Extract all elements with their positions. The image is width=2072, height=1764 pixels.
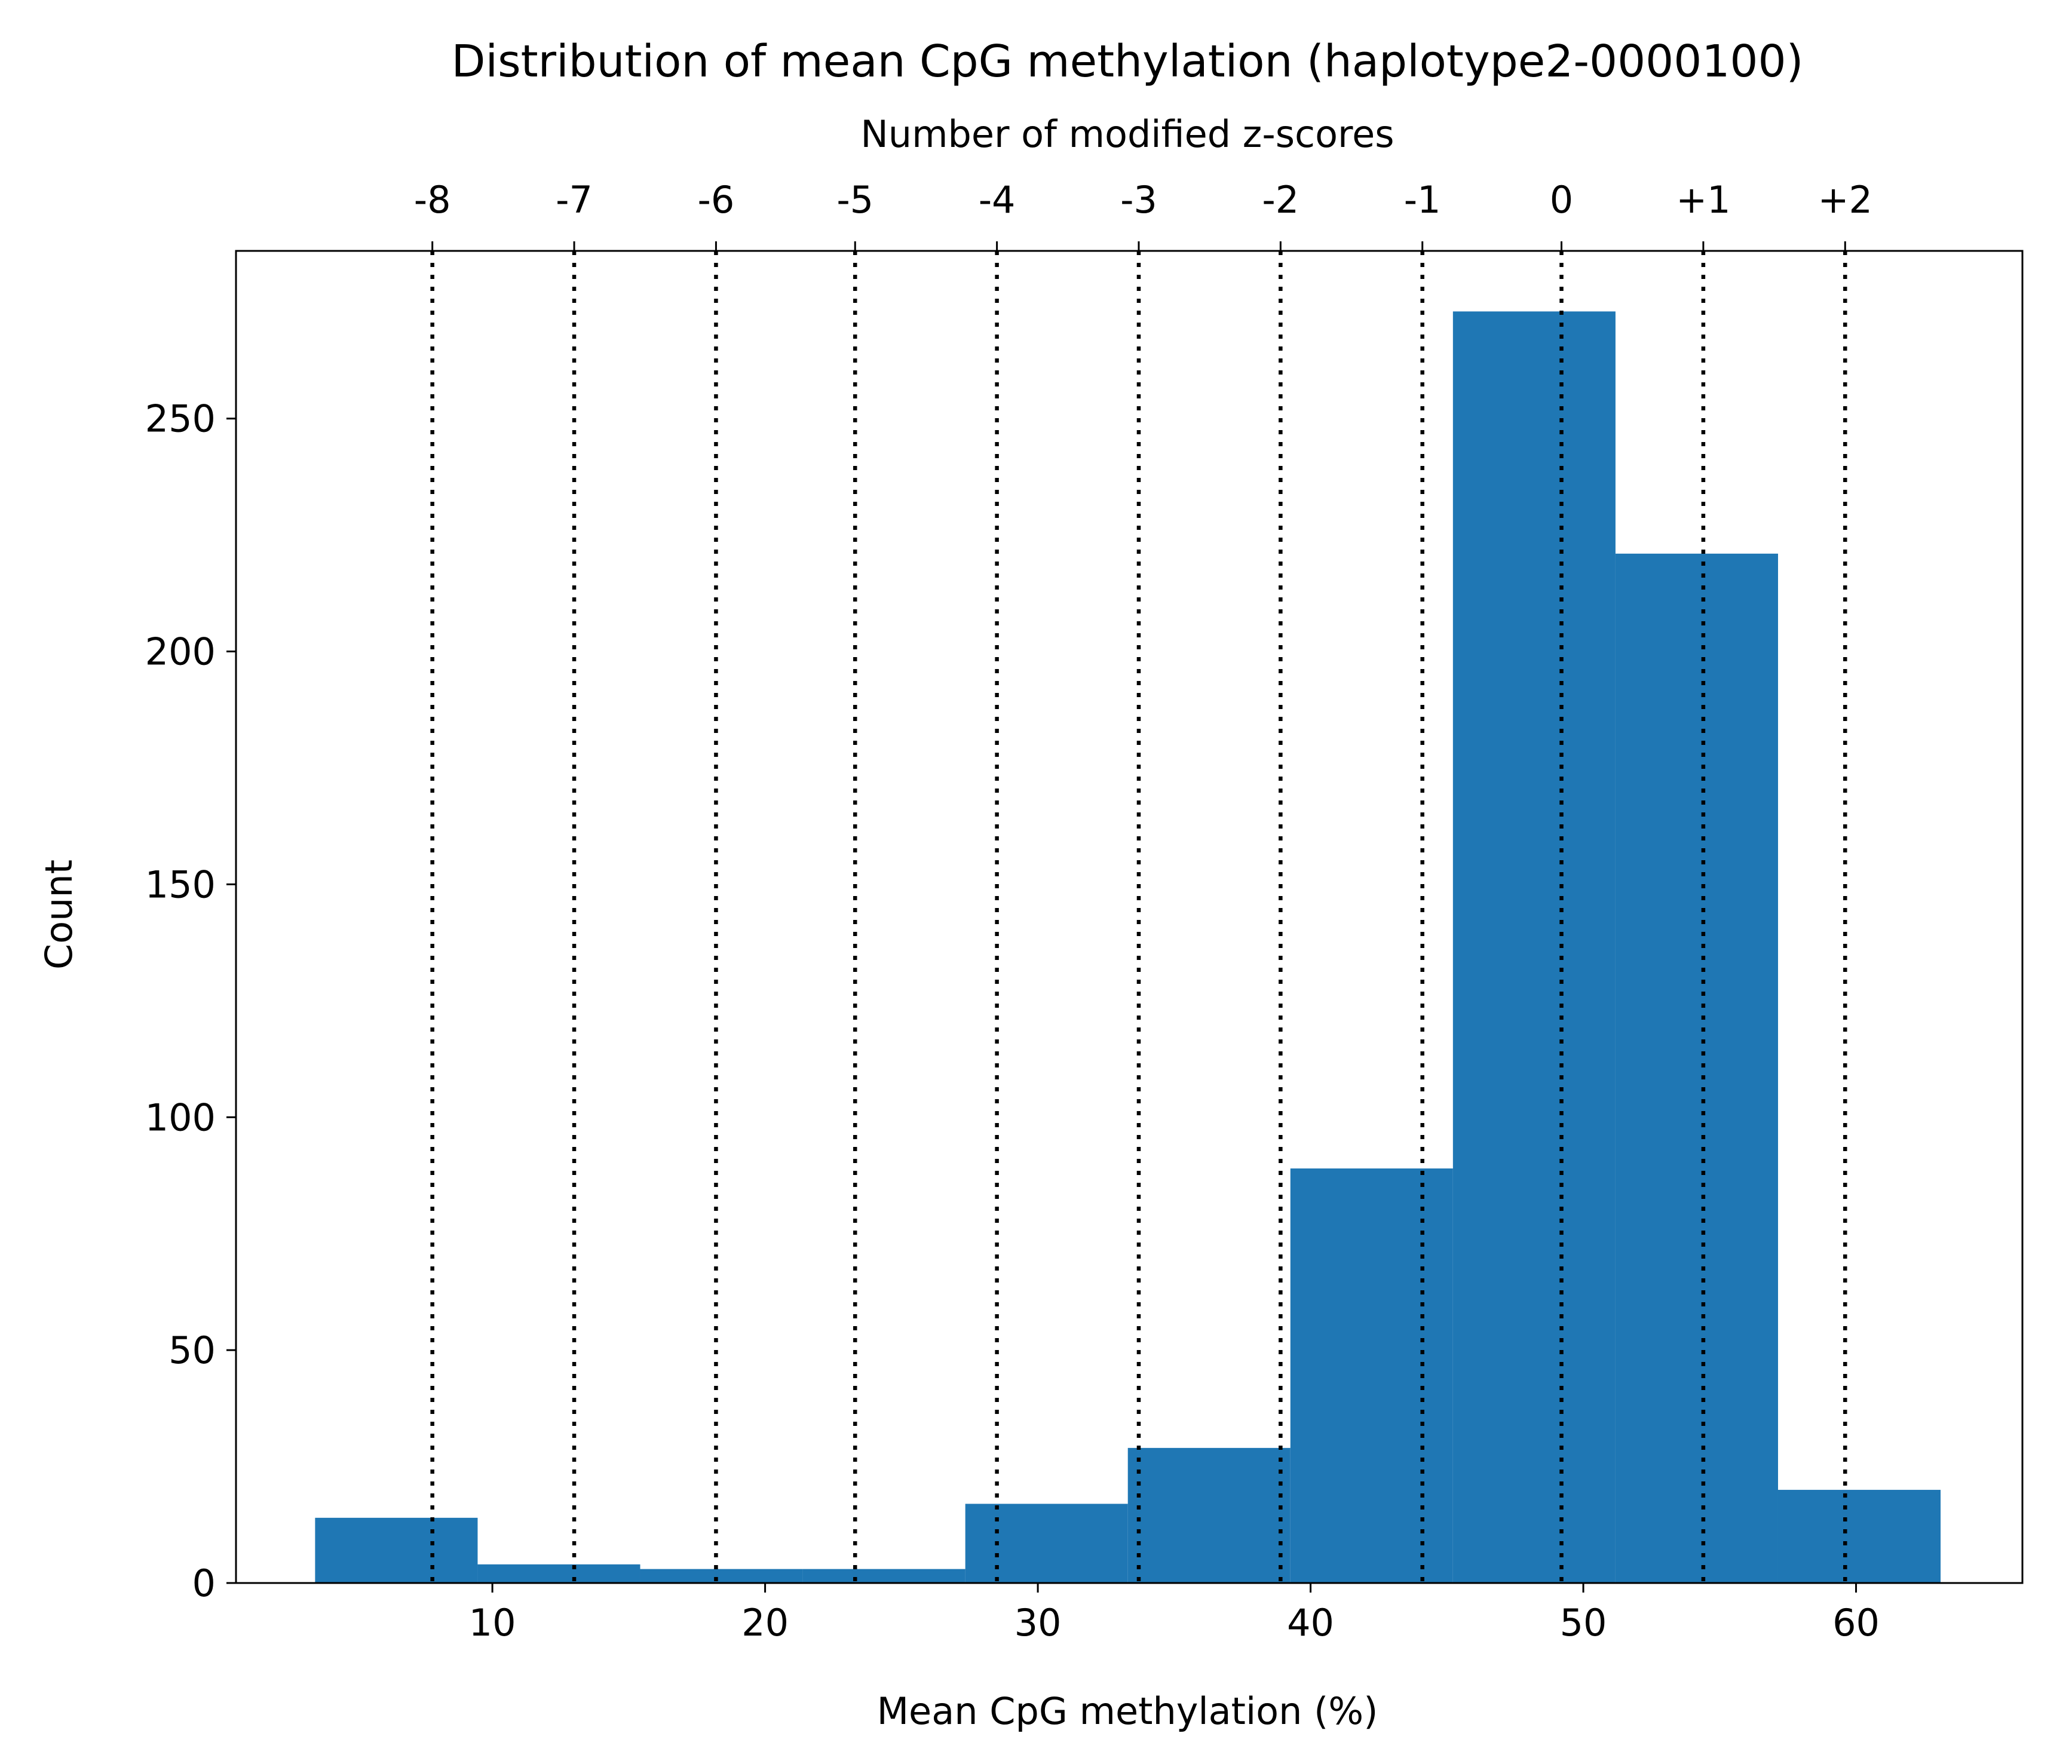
histogram-bar <box>1615 553 1778 1584</box>
y-tick-label: 50 <box>168 1329 216 1372</box>
top-tick-label: 0 <box>1550 178 1573 222</box>
top-tick-label: -2 <box>1262 178 1299 222</box>
top-tick-label: -1 <box>1404 178 1441 222</box>
axes-border <box>235 250 2024 1584</box>
histogram-bar <box>802 1569 965 1583</box>
histogram-bar <box>1290 1168 1453 1583</box>
top-tick-label: +2 <box>1818 178 1872 222</box>
histogram-bar <box>1127 1447 1291 1583</box>
x-axis-label: Mean CpG methylation (%) <box>877 1689 1378 1733</box>
top-tick-label: -3 <box>1120 178 1157 222</box>
histogram-bar <box>1777 1490 1941 1583</box>
histogram-bar <box>640 1569 803 1583</box>
y-tick-label: 150 <box>145 863 216 906</box>
y-tick-label: 100 <box>145 1096 216 1139</box>
plot-area <box>315 311 1941 1584</box>
top-tick-label: -8 <box>414 178 451 222</box>
x-tick-label: 20 <box>741 1601 789 1645</box>
y-tick-label: 200 <box>145 630 216 674</box>
top-tick-label: -6 <box>698 178 735 222</box>
axes-frame <box>235 250 2024 1584</box>
histogram-bar <box>477 1564 640 1583</box>
top-axis-label: Number of modified z-scores <box>860 112 1394 156</box>
histogram-bar <box>965 1504 1128 1583</box>
histogram-bar <box>1452 311 1616 1583</box>
chart-title: Distribution of mean CpG methylation (ha… <box>452 36 1804 87</box>
x-tick-label: 50 <box>1560 1601 1607 1645</box>
axis-ticks: -8 -7 -6 -5 -4 -3 -2 -1 0 +1 +2 10 20 30 40 50 60 0 50 100 1… <box>145 178 1880 1645</box>
top-tick-label: -5 <box>836 178 873 222</box>
x-tick-label: 40 <box>1287 1601 1334 1645</box>
y-axis-label: Count <box>37 860 81 970</box>
y-tick-label: 250 <box>145 397 216 441</box>
top-tick-label: +1 <box>1676 178 1730 222</box>
y-tick-label: 0 <box>192 1561 216 1605</box>
histogram-bar <box>315 1517 478 1583</box>
top-tick-label: -7 <box>556 178 593 222</box>
x-tick-label: 60 <box>1832 1601 1880 1645</box>
top-tick-label: -4 <box>979 178 1016 222</box>
x-tick-label: 30 <box>1014 1601 1062 1645</box>
x-tick-label: 10 <box>469 1601 516 1645</box>
